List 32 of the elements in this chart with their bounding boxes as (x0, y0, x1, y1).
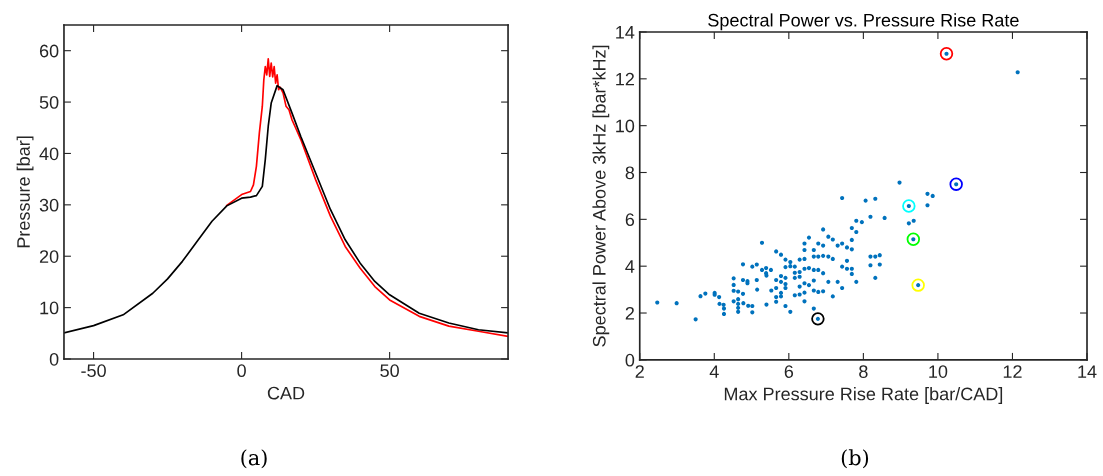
y-tick-label: 4 (625, 260, 635, 273)
y-axis-title: Spectral Power Above 3kHz [bar*kHz] (592, 45, 610, 347)
y-tick-label: 40 (39, 147, 59, 161)
y-tick-label: 12 (616, 72, 634, 86)
text: (b) (841, 449, 869, 469)
x-tick-label: 4 (709, 365, 719, 378)
y-tick-label: 0 (625, 353, 635, 367)
chart-title: Spectral Power vs. Pressure Rise Rate (708, 13, 1019, 31)
x-axis-title: Max Pressure Rise Rate [bar/CAD] (724, 387, 1003, 404)
y-axis-title: Pressure [bar] (16, 136, 34, 248)
x-tick-label: 10 (929, 365, 948, 378)
x-tick-label: 50 (380, 364, 399, 378)
x-tick-label: 12 (1003, 365, 1022, 378)
x-tick-label: 6 (784, 365, 794, 378)
y-tick-label: 0 (49, 352, 59, 366)
y-tick-label: 6 (625, 213, 635, 227)
y-tick-label: 60 (39, 44, 59, 58)
y-tick-label: 8 (625, 166, 635, 180)
y-tick-label: 20 (39, 250, 59, 263)
y-tick-label: 30 (39, 198, 59, 212)
y-tick-label: 10 (40, 301, 59, 315)
x-axis-title: CAD (267, 386, 305, 400)
x-tick-label: 14 (1078, 365, 1097, 378)
x-tick-label: 2 (635, 365, 644, 378)
x-tick-label: 8 (859, 365, 868, 378)
x-tick-label: -50 (81, 364, 106, 378)
x-tick-label: 0 (237, 364, 246, 378)
y-tick-label: 14 (616, 26, 635, 39)
text: (a) (241, 449, 267, 469)
y-tick-label: 10 (616, 119, 635, 133)
y-tick-label: 2 (625, 306, 634, 320)
y-tick-label: 50 (39, 96, 59, 109)
